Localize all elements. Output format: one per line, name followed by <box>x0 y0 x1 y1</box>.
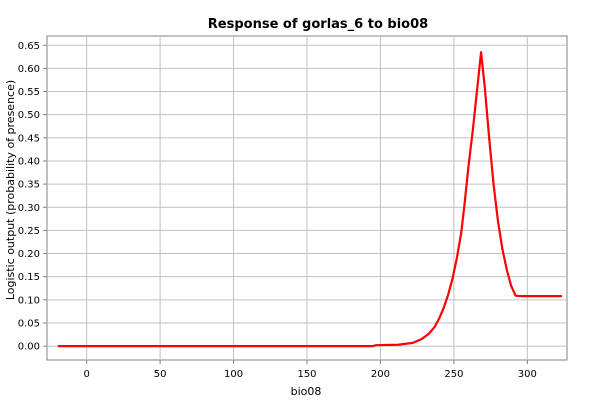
y-tick-label: 0.45 <box>18 133 40 144</box>
y-tick-label: 0.00 <box>18 342 40 353</box>
y-tick-label: 0.50 <box>18 110 40 121</box>
x-tick-label: 0 <box>83 369 89 380</box>
y-tick-label: 0.35 <box>18 180 40 191</box>
y-tick-label: 0.10 <box>18 295 40 306</box>
x-tick-label: 300 <box>518 369 537 380</box>
y-tick-label: 0.25 <box>18 226 40 237</box>
grid-lines <box>47 36 567 360</box>
y-tick-label: 0.60 <box>18 64 40 75</box>
y-tick-label: 0.05 <box>18 318 40 329</box>
series-layer <box>57 51 563 348</box>
y-tick-label: 0.65 <box>18 41 40 52</box>
x-tick-label: 100 <box>224 369 243 380</box>
y-tick-label: 0.40 <box>18 156 40 167</box>
series-line <box>57 51 563 348</box>
x-tick-label: 150 <box>297 369 316 380</box>
x-axis-label: bio08 <box>291 385 322 398</box>
y-tick-label: 0.20 <box>18 249 40 260</box>
y-tick-label: 0.30 <box>18 203 40 214</box>
y-axis-label: Logistic output (probability of presence… <box>4 80 17 300</box>
y-tick-label: 0.55 <box>18 87 40 98</box>
x-tick-label: 50 <box>154 369 167 380</box>
chart-title: Response of gorlas_6 to bio08 <box>208 17 428 32</box>
axis-ticks: 0 50 100 150 200 250 300 0.00 0.05 0.10 0.15 0.20 0.… <box>18 41 537 380</box>
x-tick-label: 250 <box>444 369 463 380</box>
x-tick-label: 200 <box>371 369 390 380</box>
y-tick-label: 0.15 <box>18 272 40 283</box>
